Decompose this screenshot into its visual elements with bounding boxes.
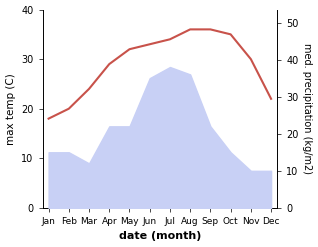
X-axis label: date (month): date (month) bbox=[119, 231, 201, 242]
Y-axis label: max temp (C): max temp (C) bbox=[5, 73, 16, 144]
Y-axis label: med. precipitation (kg/m2): med. precipitation (kg/m2) bbox=[302, 43, 313, 174]
